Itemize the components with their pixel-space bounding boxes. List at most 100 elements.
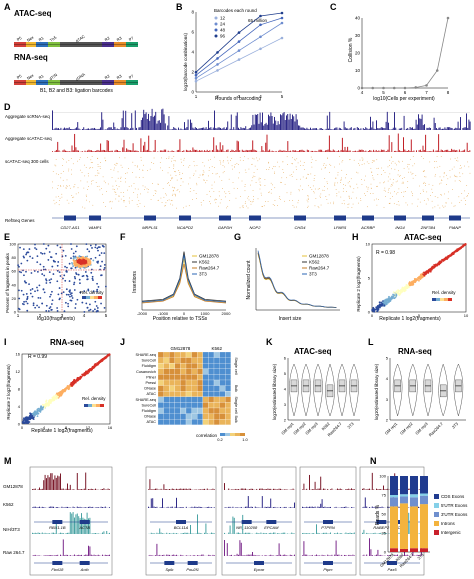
d-rna-bar <box>124 127 125 130</box>
m-signal-bar <box>346 533 348 534</box>
d-cell-dot <box>310 156 312 158</box>
d-atac-bar <box>111 150 113 152</box>
d-rna-bar <box>292 114 293 130</box>
m-signal-bar <box>303 507 305 508</box>
d-cell-dot <box>62 179 64 181</box>
b-point <box>216 57 219 60</box>
e-point <box>69 289 71 292</box>
d-gene-block <box>89 215 101 221</box>
d-rna-bar <box>403 115 405 130</box>
d-rna-bar <box>281 115 283 130</box>
d-cell-dot <box>392 196 393 197</box>
j-cell <box>208 385 215 392</box>
i-x-tick-label: 8 <box>65 425 68 430</box>
m-signal-bar <box>190 488 191 490</box>
f-series-line <box>141 255 227 303</box>
f-x-tick-label: -1000 <box>158 311 169 316</box>
d-cell-dot <box>284 183 286 185</box>
e-dense-point <box>72 265 74 267</box>
m-signal-bar <box>306 554 308 556</box>
d-rna-bar <box>341 129 343 130</box>
m-signal-bar <box>374 532 376 534</box>
d-cell-dot <box>120 192 122 193</box>
d-cell-dot <box>376 159 378 161</box>
d-atac-bar <box>241 149 243 152</box>
d-cell-dot <box>144 186 146 188</box>
d-atac-bar <box>312 150 313 152</box>
d-rna-bar <box>233 127 235 130</box>
panel-c-ylabel: Collision % <box>348 37 354 62</box>
d-cell-dot <box>172 193 174 195</box>
h-point <box>399 291 402 294</box>
d-rna-bar <box>377 128 379 130</box>
d-cell-dot <box>175 160 176 162</box>
d-cell-dot <box>405 191 407 192</box>
d-cell-dot <box>412 177 414 179</box>
e-colorbar-segment <box>82 296 86 299</box>
d-cell-dot <box>335 189 337 191</box>
d-atac-bar <box>331 150 333 152</box>
m-gene-label: ACTB <box>78 525 90 530</box>
m-signal-bar <box>72 512 74 534</box>
m-signal-bar <box>153 533 155 534</box>
d-atac-bar <box>452 149 454 152</box>
m-signal-bar <box>34 488 36 490</box>
d-rna-bar <box>134 110 136 130</box>
d-cell-dot <box>392 161 394 162</box>
m-signal-bar <box>206 507 208 508</box>
d-cell-dot <box>173 164 175 166</box>
e-point <box>64 279 67 282</box>
d-rna-bar <box>272 123 274 130</box>
j-row-label: ATAC <box>146 420 156 424</box>
d-rna-bar <box>181 129 183 130</box>
d-atac-bar <box>265 142 267 152</box>
d-cell-dot <box>251 164 253 165</box>
d-cell-dot <box>366 186 367 188</box>
d-rna-bar <box>251 125 253 130</box>
j-cell <box>174 374 181 381</box>
d-cell-dot <box>220 199 222 200</box>
j-cell <box>185 385 192 392</box>
d-rna-bar <box>264 124 266 130</box>
d-cell-dot <box>419 185 420 187</box>
d-atac-bar <box>159 150 161 152</box>
d-rna-bar <box>122 110 124 130</box>
d-cell-dot <box>238 172 240 174</box>
m-signal-bar <box>199 506 201 508</box>
j-cell <box>191 351 198 358</box>
b-point <box>237 31 241 34</box>
m-signal-bar <box>209 489 211 490</box>
d-atac-bar <box>352 151 354 152</box>
d-rna-bar <box>150 116 152 130</box>
d-atac-bar <box>340 149 342 152</box>
m-signal-bar <box>304 554 306 556</box>
d-cell-dot <box>443 172 445 173</box>
m-signal-bar <box>198 506 200 508</box>
d-cell-dot <box>334 166 335 168</box>
d-cell-dot <box>467 195 468 196</box>
m-signal-bar <box>53 532 54 534</box>
j-colorbar-segment <box>235 433 240 436</box>
d-cell-dot <box>343 200 345 202</box>
d-atac-bar <box>263 151 265 152</box>
e-y-tick-label: 0 <box>14 310 17 315</box>
k-violin <box>337 363 347 417</box>
d-rna-bar <box>121 118 123 130</box>
g-legend-label: Raw264.7 <box>309 266 330 271</box>
d-cell-dot <box>350 178 352 180</box>
m-signal-bar <box>180 488 182 490</box>
d-cell-dot <box>210 196 212 198</box>
d-rna-bar <box>118 129 119 130</box>
c-point <box>371 86 375 90</box>
m-signal-bar <box>64 555 66 556</box>
d-rna-bar <box>371 127 373 130</box>
d-cell-dot <box>193 189 195 191</box>
d-cell-dot <box>419 201 421 203</box>
d-atac-bar <box>201 150 203 152</box>
m-signal-bar <box>211 489 212 490</box>
d-atac-bar <box>213 137 215 152</box>
d-cell-dot <box>383 170 385 171</box>
m-signal-bar <box>44 555 46 556</box>
h-point <box>427 272 430 274</box>
m-signal-bar <box>302 489 303 490</box>
